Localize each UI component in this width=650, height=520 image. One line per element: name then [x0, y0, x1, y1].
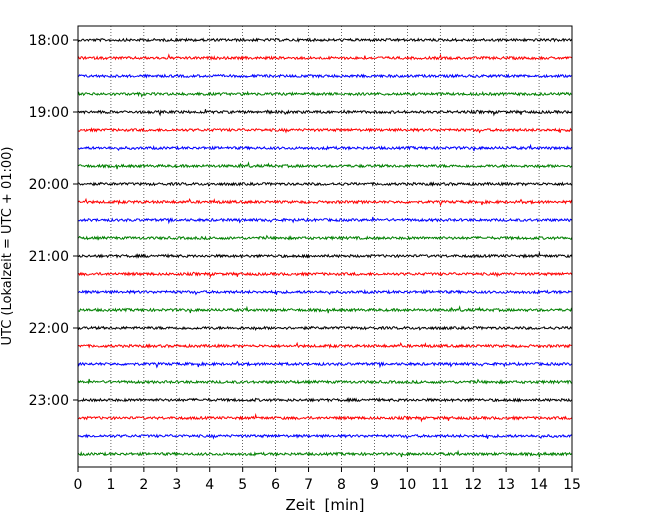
trace-18 — [77, 360, 573, 369]
trace-23 — [77, 449, 573, 458]
x-tick-label: 12 — [464, 477, 482, 493]
y-tick-label: 21:00 — [29, 249, 69, 265]
trace-22 — [77, 433, 573, 440]
trace-13 — [77, 271, 573, 279]
x-axis-ticks: 0 1 2 3 4 5 6 7 8 9 10 11 12 13 14 15 — [74, 467, 581, 493]
trace-7 — [77, 161, 573, 170]
y-tick-label: 20:00 — [29, 177, 69, 193]
y-axis-label: UTC (Lokalzeit = UTC + 01:00) — [0, 147, 15, 346]
x-tick-label: 5 — [238, 477, 247, 493]
x-tick-label: 0 — [74, 477, 83, 493]
trace-9 — [77, 197, 573, 207]
y-tick-label: 23:00 — [29, 393, 69, 409]
trace-14 — [77, 289, 573, 296]
trace-17 — [77, 341, 573, 350]
trace-6 — [77, 143, 573, 152]
y-tick-label: 22:00 — [29, 321, 69, 337]
y-axis-ticks: 18:00 19:00 20:00 21:00 22:00 23:00 — [29, 33, 78, 409]
trace-12 — [77, 250, 573, 259]
y-tick-label: 18:00 — [29, 33, 69, 49]
trace-20 — [77, 397, 573, 403]
trace-21 — [77, 412, 573, 423]
trace-group — [77, 37, 573, 458]
trace-10 — [77, 216, 573, 225]
x-tick-label: 7 — [304, 477, 313, 493]
trace-1 — [77, 53, 573, 61]
x-tick-label: 11 — [431, 477, 449, 493]
plot-frame — [77, 25, 573, 468]
x-tick-label: 9 — [370, 477, 379, 493]
trace-8 — [78, 181, 573, 187]
x-tick-label: 3 — [172, 477, 181, 493]
trace-4 — [77, 109, 573, 117]
x-tick-label: 13 — [497, 477, 515, 493]
x-tick-label: 15 — [563, 477, 581, 493]
x-tick-label: 14 — [530, 477, 548, 493]
y-tick-label: 19:00 — [29, 105, 69, 121]
x-tick-label: 4 — [205, 477, 214, 493]
trace-16 — [77, 325, 573, 331]
x-tick-label: 2 — [139, 477, 148, 493]
trace-3 — [77, 90, 573, 98]
trace-19 — [77, 378, 573, 385]
x-tick-label: 10 — [398, 477, 416, 493]
trace-11 — [77, 234, 573, 241]
x-tick-label: 6 — [271, 477, 280, 493]
trace-15 — [77, 305, 573, 314]
x-axis-label: Zeit [min] — [285, 496, 364, 514]
trace-0 — [77, 37, 573, 43]
trace-5 — [77, 127, 573, 134]
x-tick-label: 1 — [106, 477, 115, 493]
x-tick-label: 8 — [337, 477, 346, 493]
trace-2 — [77, 73, 573, 79]
